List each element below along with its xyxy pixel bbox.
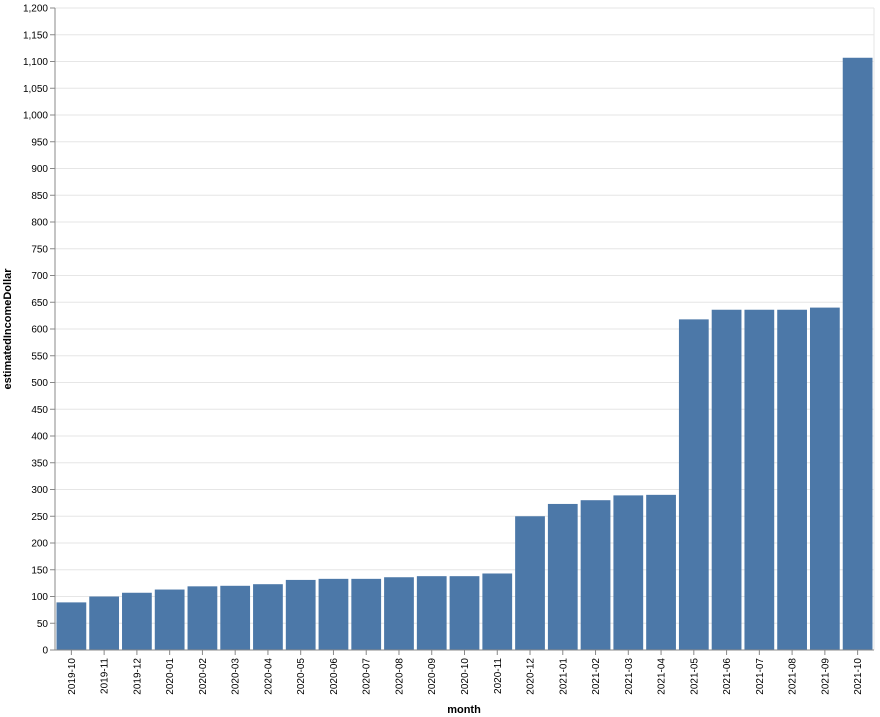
y-tick-label: 650 (31, 298, 48, 309)
bar (285, 579, 316, 650)
x-tick-label: 2020-07 (362, 658, 373, 695)
bar (384, 577, 414, 650)
y-tick-label: 350 (31, 458, 48, 469)
y-axis-title: estimatedIncomeDollar (2, 268, 14, 390)
x-tick-label: 2020-04 (263, 658, 274, 695)
y-tick-label: 1,150 (23, 30, 48, 41)
bar (580, 500, 611, 650)
y-tick-label: 600 (31, 325, 48, 336)
x-tick-label: 2021-10 (853, 658, 864, 695)
bar (318, 578, 349, 650)
bar (220, 585, 251, 650)
bar (89, 596, 120, 650)
x-tick-label: 2021-02 (591, 658, 602, 695)
y-tick-label: 50 (37, 619, 49, 630)
x-tick-label: 2021-05 (689, 658, 700, 695)
y-axis: 0 50 100 150 200 250 300 350 400 450 500 550 600 650 7… (23, 4, 56, 657)
x-tick-label: 2020-11 (493, 658, 504, 694)
y-tick-label: 550 (31, 351, 48, 362)
x-tick-label: 2021-01 (558, 658, 569, 695)
x-tick-label: 2019-12 (132, 658, 143, 695)
y-tick-label: 450 (31, 405, 48, 416)
bar (646, 494, 676, 650)
y-tick-label: 900 (31, 164, 48, 175)
bar (482, 573, 513, 650)
y-tick-label: 850 (31, 191, 48, 202)
x-tick-label: 2020-03 (231, 658, 242, 695)
bar (56, 602, 87, 650)
y-tick-label: 800 (31, 218, 48, 229)
x-tick-label: 2020-02 (198, 658, 209, 695)
bar (842, 57, 873, 650)
x-axis: 2019-10 2019-11 2019-12 2020-01 2020-02 2020-… (55, 649, 874, 695)
bar (547, 503, 578, 650)
bar (809, 307, 840, 650)
x-tick-label: 2020-06 (329, 658, 340, 695)
gridlines (55, 7, 875, 651)
bar (416, 576, 447, 650)
bar (678, 319, 709, 650)
x-tick-label: 2021-06 (722, 658, 733, 695)
y-tick-label: 1,000 (23, 111, 48, 122)
y-tick-label: 0 (42, 646, 48, 657)
bars (56, 57, 873, 650)
x-axis-title: month (447, 704, 481, 716)
x-tick-label: 2020-09 (427, 658, 438, 695)
y-tick-label: 1,050 (23, 84, 48, 95)
bar (449, 576, 480, 650)
x-tick-label: 2020-08 (394, 658, 405, 695)
bar (351, 578, 382, 650)
x-tick-label: 2020-05 (296, 658, 307, 695)
bar (187, 586, 218, 650)
bar (711, 309, 742, 650)
y-tick-label: 250 (31, 512, 48, 523)
bar (744, 309, 775, 650)
bar (777, 309, 807, 650)
y-tick-label: 750 (31, 244, 48, 255)
x-tick-label: 2020-12 (526, 658, 537, 695)
y-tick-label: 700 (31, 271, 48, 282)
bar (613, 495, 644, 650)
y-tick-label: 300 (31, 485, 48, 496)
x-tick-label: 2020-10 (460, 658, 471, 695)
x-tick-label: 2021-09 (820, 658, 831, 695)
x-tick-label: 2021-08 (788, 658, 799, 695)
x-tick-label: 2019-10 (67, 658, 78, 695)
bar (154, 589, 185, 650)
y-tick-label: 1,100 (23, 57, 48, 68)
bar (253, 584, 283, 650)
y-tick-label: 950 (31, 137, 48, 148)
x-tick-label: 2021-03 (624, 658, 635, 695)
y-tick-label: 100 (31, 592, 48, 603)
y-tick-label: 500 (31, 378, 48, 389)
bar (515, 516, 545, 650)
x-tick-label: 2021-07 (755, 658, 766, 695)
x-tick-label: 2020-01 (165, 658, 176, 695)
y-tick-label: 200 (31, 539, 48, 550)
bar (122, 592, 152, 650)
x-tick-label: 2019-11 (100, 658, 111, 694)
y-tick-label: 150 (31, 565, 48, 576)
x-tick-label: 2021-04 (657, 658, 668, 695)
y-tick-label: 1,200 (23, 4, 48, 15)
y-tick-label: 400 (31, 432, 48, 443)
